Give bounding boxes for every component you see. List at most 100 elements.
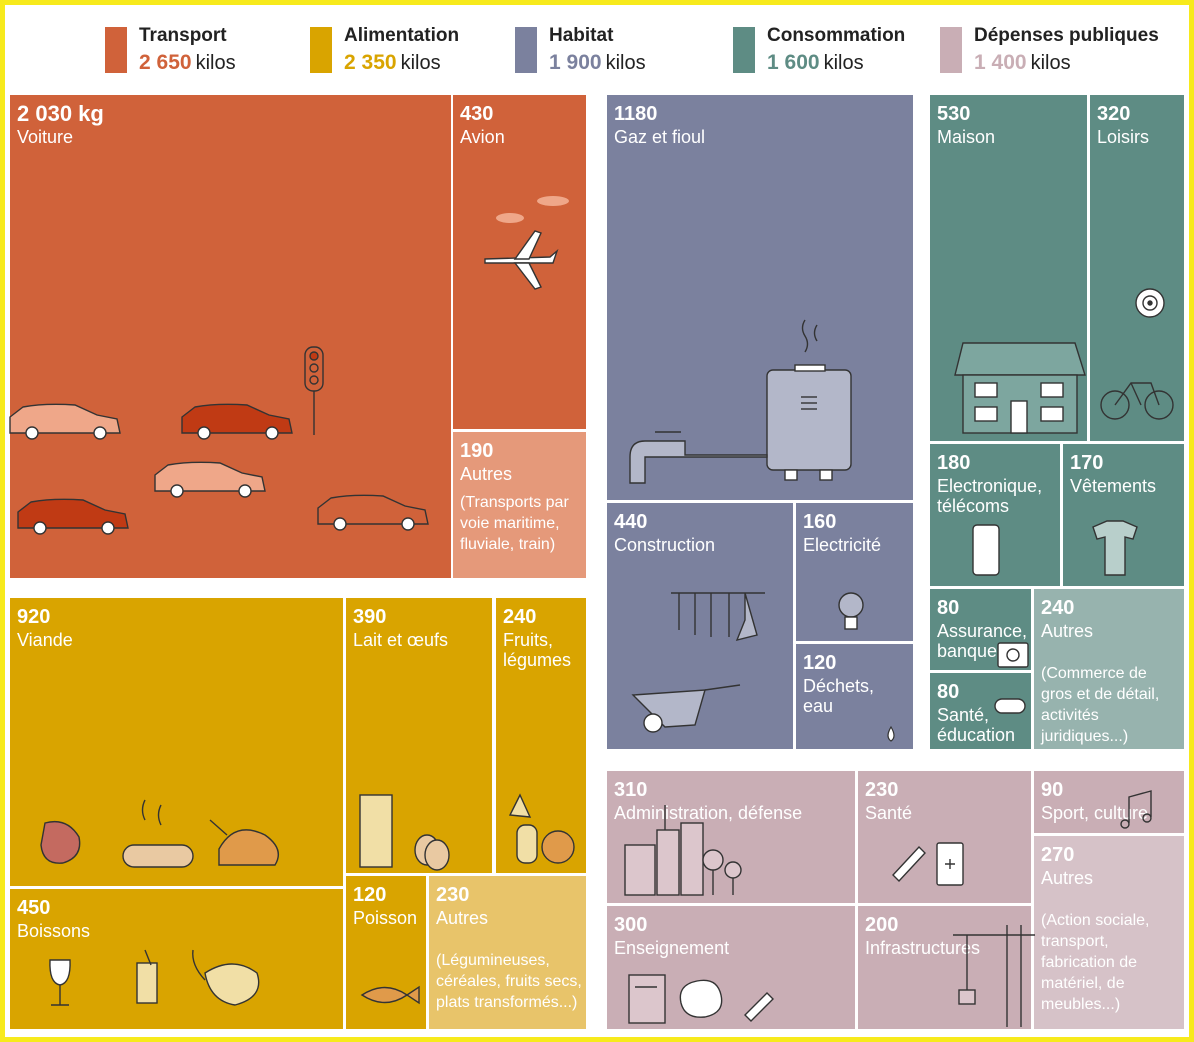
legend-name: Alimentation: [344, 25, 460, 46]
legend-total: 1 900 kilos: [549, 51, 646, 75]
treemap-cell: 120 Déchets, eau: [796, 644, 913, 749]
cell-label: Santé: [865, 803, 913, 823]
cell-label: Santé, éducation: [937, 705, 1016, 745]
treemap-cell: 240 Autres (Commerce de gros et de détail,…: [1034, 589, 1184, 749]
legend-total-value: 1 900: [549, 51, 602, 74]
treemap-cell: 920 Viande: [10, 598, 343, 886]
cell-label: Autres: [460, 464, 513, 484]
cell-label: Autres: [1041, 868, 1094, 888]
legend-name: Habitat: [549, 25, 614, 46]
cell-value: 180: [937, 452, 971, 474]
legend-name: Transport: [139, 25, 227, 46]
cell-value: 230: [865, 779, 899, 801]
cell-value: 300: [614, 914, 648, 936]
treemap-cell: 200 Infrastructures: [858, 906, 1031, 1029]
legend-name: Dépenses publiques: [974, 25, 1159, 46]
treemap-cell: 240 Fruits, légumes: [496, 598, 586, 873]
cell-label: Vêtements: [1070, 476, 1157, 496]
cell-value: 80: [937, 597, 960, 619]
cell-label: Maison: [937, 127, 996, 147]
cell-label: Gaz et fioul: [614, 127, 706, 147]
cell-value: 430: [460, 103, 494, 125]
cell-label: Construction: [614, 535, 716, 555]
treemap-cell: 230 Santé: [858, 771, 1031, 903]
legend-total: 1 400 kilos: [974, 51, 1071, 75]
treemap-cell: 1180 Gaz et fioul: [607, 95, 913, 500]
treemap-cell: 310 Administration, défense: [607, 771, 855, 903]
cell-value: 240: [1041, 597, 1075, 619]
cell-value: 310: [614, 779, 648, 801]
cell-label: Avion: [460, 127, 505, 147]
treemap-cell: 2 030 kg Voiture: [10, 95, 451, 578]
cell-value: 440: [614, 511, 648, 533]
cell-label: Assurance, banque: [937, 621, 1028, 661]
cell-value: 80: [937, 681, 960, 703]
legend-total-unit: kilos: [400, 52, 441, 74]
legend-swatch: [310, 27, 332, 73]
cell-label: Autres: [436, 908, 489, 928]
cell-value: 240: [503, 606, 537, 628]
treemap-cell: 80 Assurance, banque: [930, 589, 1031, 670]
cell-label: Loisirs: [1097, 127, 1150, 147]
cell-value: 170: [1070, 452, 1104, 474]
treemap-cell: 170 Vêtements: [1063, 444, 1184, 586]
treemap-cell: 80 Santé, éducation: [930, 673, 1031, 749]
treemap-cell: 430 Avion: [453, 95, 586, 429]
cell-label: Autres: [1041, 621, 1094, 641]
cell-label: Fruits, légumes: [503, 630, 572, 670]
treemap-cell: 90 Sport, culture: [1034, 771, 1184, 833]
cell-value: 1180: [614, 103, 658, 125]
cell-label: Administration, défense: [614, 803, 803, 823]
legend-total: 2 350 kilos: [344, 51, 441, 75]
treemap-cell: 320 Loisirs: [1090, 95, 1184, 441]
chart-frame: Transport 2 650 kilos Alimentation 2 350 kilo…: [5, 5, 1189, 1037]
legend-total: 1 600 kilos: [767, 51, 864, 75]
cell-value: 200: [865, 914, 899, 936]
cell-value: 920: [17, 606, 51, 628]
legend-total-value: 2 650: [139, 51, 192, 74]
legend-total-unit: kilos: [823, 52, 864, 74]
treemap-cell: 530 Maison: [930, 95, 1087, 441]
legend-total-value: 2 350: [344, 51, 397, 74]
legend-total-value: 1 600: [767, 51, 820, 74]
cell-value: 320: [1097, 103, 1131, 125]
cell-label: Electricité: [803, 535, 882, 555]
treemap-cell: 390 Lait et œufs: [346, 598, 492, 873]
cell-label: Enseignement: [614, 938, 730, 958]
cell-label: Voiture: [17, 127, 74, 147]
cell-value: 530: [937, 103, 971, 125]
cell-label: Infrastructures: [865, 938, 981, 958]
legend-name: Consommation: [767, 25, 906, 46]
cell-value: 2 030 kg: [17, 101, 104, 126]
cell-label: Poisson: [353, 908, 418, 928]
cell-note: (Transports par voie maritime, fluviale,…: [460, 494, 569, 553]
treemap-cell: 160 Electricité: [796, 503, 913, 641]
cell-value: 160: [803, 511, 837, 533]
cell-label: Electronique, télécoms: [937, 476, 1043, 516]
cell-value: 120: [353, 884, 387, 906]
cell-note: (Légumineuses, céréales, fruits secs, pl…: [436, 952, 582, 1011]
legend-total-unit: kilos: [195, 52, 236, 74]
cell-value: 450: [17, 897, 51, 919]
cell-label: Déchets, eau: [803, 676, 875, 716]
legend-total-value: 1 400: [974, 51, 1027, 74]
treemap-cell: 270 Autres (Action sociale, transport, fab…: [1034, 836, 1184, 1029]
treemap-cell: 190 Autres (Transports par voie maritime, …: [453, 432, 586, 578]
treemap-cell: 300 Enseignement: [607, 906, 855, 1029]
legend-swatch: [105, 27, 127, 73]
treemap-cell: 440 Construction: [607, 503, 793, 749]
cell-value: 230: [436, 884, 470, 906]
cell-note: (Action sociale, transport, fabrication …: [1041, 912, 1150, 1013]
cell-label: Sport, culture: [1041, 803, 1149, 823]
cell-value: 390: [353, 606, 387, 628]
legend-swatch: [515, 27, 537, 73]
treemap-cell: 230 Autres (Légumineuses, céréales, fruits…: [429, 876, 586, 1029]
legend-total-unit: kilos: [1030, 52, 1071, 74]
legend-total-unit: kilos: [605, 52, 646, 74]
cell-value: 120: [803, 652, 837, 674]
treemap-cell: 180 Electronique, télécoms: [930, 444, 1060, 586]
legend-swatch: [733, 27, 755, 73]
cell-label: Boissons: [17, 921, 91, 941]
treemap-cell: 450 Boissons: [10, 889, 343, 1029]
cell-value: 270: [1041, 844, 1075, 866]
